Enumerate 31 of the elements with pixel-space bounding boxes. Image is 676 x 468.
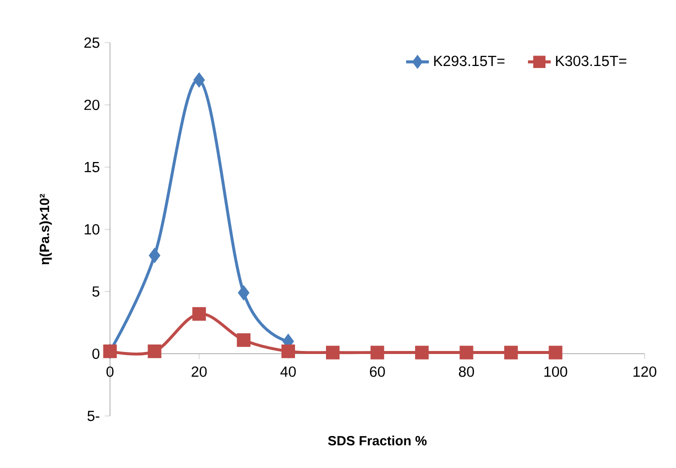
x-tick-label: 80: [458, 366, 474, 377]
y-tick-label: 20: [84, 100, 100, 110]
point: [415, 346, 429, 360]
x-tick-label: 120: [634, 366, 656, 377]
point: [370, 346, 384, 360]
y-tick-label: 10: [84, 224, 100, 235]
y-tick-label: 5-: [88, 410, 100, 422]
point: [148, 344, 162, 358]
x-tick-label: 40: [280, 366, 296, 377]
y-tick-label: 25: [84, 37, 100, 48]
point: [326, 346, 340, 360]
point: [548, 346, 562, 360]
y-tick-label: 0: [92, 348, 100, 359]
point: [149, 248, 160, 262]
point: [504, 346, 518, 360]
x-axis-title: SDS Fraction %: [328, 436, 427, 446]
y-tick-label: 5: [92, 286, 100, 297]
x-tick-label: 60: [370, 366, 385, 377]
x-tick-label: 20: [192, 366, 207, 377]
legend-label: K293.15T=: [434, 56, 504, 66]
y-axis-title: η(Pa.s)×10²: [39, 194, 52, 264]
point: [192, 307, 206, 321]
y-tick-label: 15: [84, 162, 100, 172]
x-tick-label: 0: [106, 366, 114, 377]
point: [194, 73, 205, 87]
point: [460, 346, 474, 360]
point: [281, 344, 296, 358]
x-tick-label: 100: [544, 366, 568, 377]
point: [236, 333, 250, 347]
legend-label: K303.15T=: [556, 56, 626, 66]
point: [238, 286, 250, 300]
